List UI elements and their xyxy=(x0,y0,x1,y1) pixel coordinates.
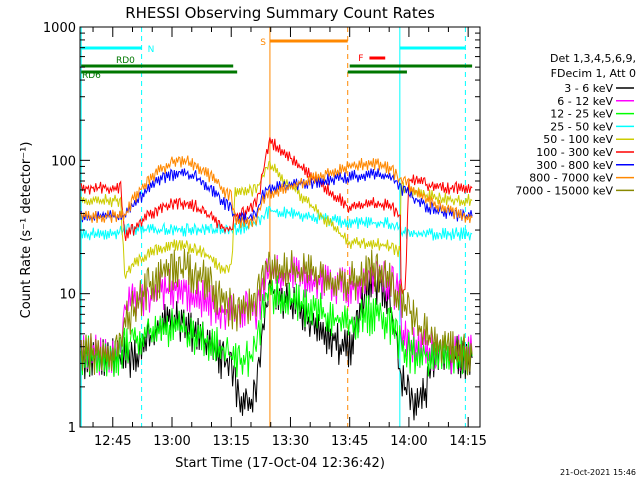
y-tick-label-3: 1000 xyxy=(43,21,76,36)
legend-label-6: 300 - 800 keV xyxy=(536,159,613,172)
legend-label-1: 6 - 12 keV xyxy=(557,95,613,108)
x-tick-label-2: 13:15 xyxy=(212,434,249,449)
legend-label-4: 50 - 100 keV xyxy=(543,133,613,146)
legend-label-5: 100 - 300 keV xyxy=(536,146,613,159)
x-tick-label-4: 13:45 xyxy=(331,434,368,449)
y-tick-label-0: 1 xyxy=(68,421,76,436)
legend-label-3: 25 - 50 keV xyxy=(550,120,613,133)
plot-frame xyxy=(79,26,481,428)
y-axis-label: Count Rate (s⁻¹ detector⁻¹) xyxy=(19,142,34,319)
status-label-rd6: RD6 xyxy=(82,71,101,81)
series-line-6-part-0 xyxy=(80,168,473,225)
y-tick-label-1: 10 xyxy=(59,288,76,303)
legend-label-8: 7000 - 15000 keV xyxy=(515,184,613,197)
x-axis-label: Start Time (17-Oct-04 12:36:42) xyxy=(175,456,385,471)
legend-label-7: 800 - 7000 keV xyxy=(529,172,613,185)
legend-header-2: FDecim 1, Att 0 xyxy=(551,67,636,80)
y-tick-label-2: 100 xyxy=(51,154,76,169)
footer-timestamp: 21-Oct-2021 15:46 xyxy=(560,468,636,477)
series-line-5-part-0 xyxy=(80,137,473,295)
series-line-7-part-0 xyxy=(80,155,473,229)
plot-layer: N S F RD0 RD6 xyxy=(80,27,473,427)
x-tick-label-5: 14:00 xyxy=(390,434,427,449)
axis-layer: 1 10 100 1000 12:45 13:00 13:15 13:30 13:45 14:00… xyxy=(43,21,487,449)
status-label-rd0: RD0 xyxy=(116,56,135,66)
status-label-f: F xyxy=(358,54,363,64)
legend-label-0: 3 - 6 keV xyxy=(564,82,613,95)
x-tick-label-1: 13:00 xyxy=(153,434,190,449)
legend-header-1: Det 1,3,4,5,6,9, xyxy=(550,52,636,65)
status-label-s: S xyxy=(260,38,266,48)
series-line-8-part-0 xyxy=(80,248,473,376)
series-line-3-part-0 xyxy=(80,205,473,241)
x-tick-label-0: 12:45 xyxy=(94,434,131,449)
chart-title: RHESSI Observing Summary Count Rates xyxy=(125,4,435,22)
series-line-2-part-0 xyxy=(80,275,473,378)
legend-label-2: 12 - 25 keV xyxy=(550,108,613,121)
x-tick-label-3: 13:30 xyxy=(272,434,309,449)
status-label-n: N xyxy=(148,45,155,55)
x-tick-label-6: 14:15 xyxy=(449,434,486,449)
